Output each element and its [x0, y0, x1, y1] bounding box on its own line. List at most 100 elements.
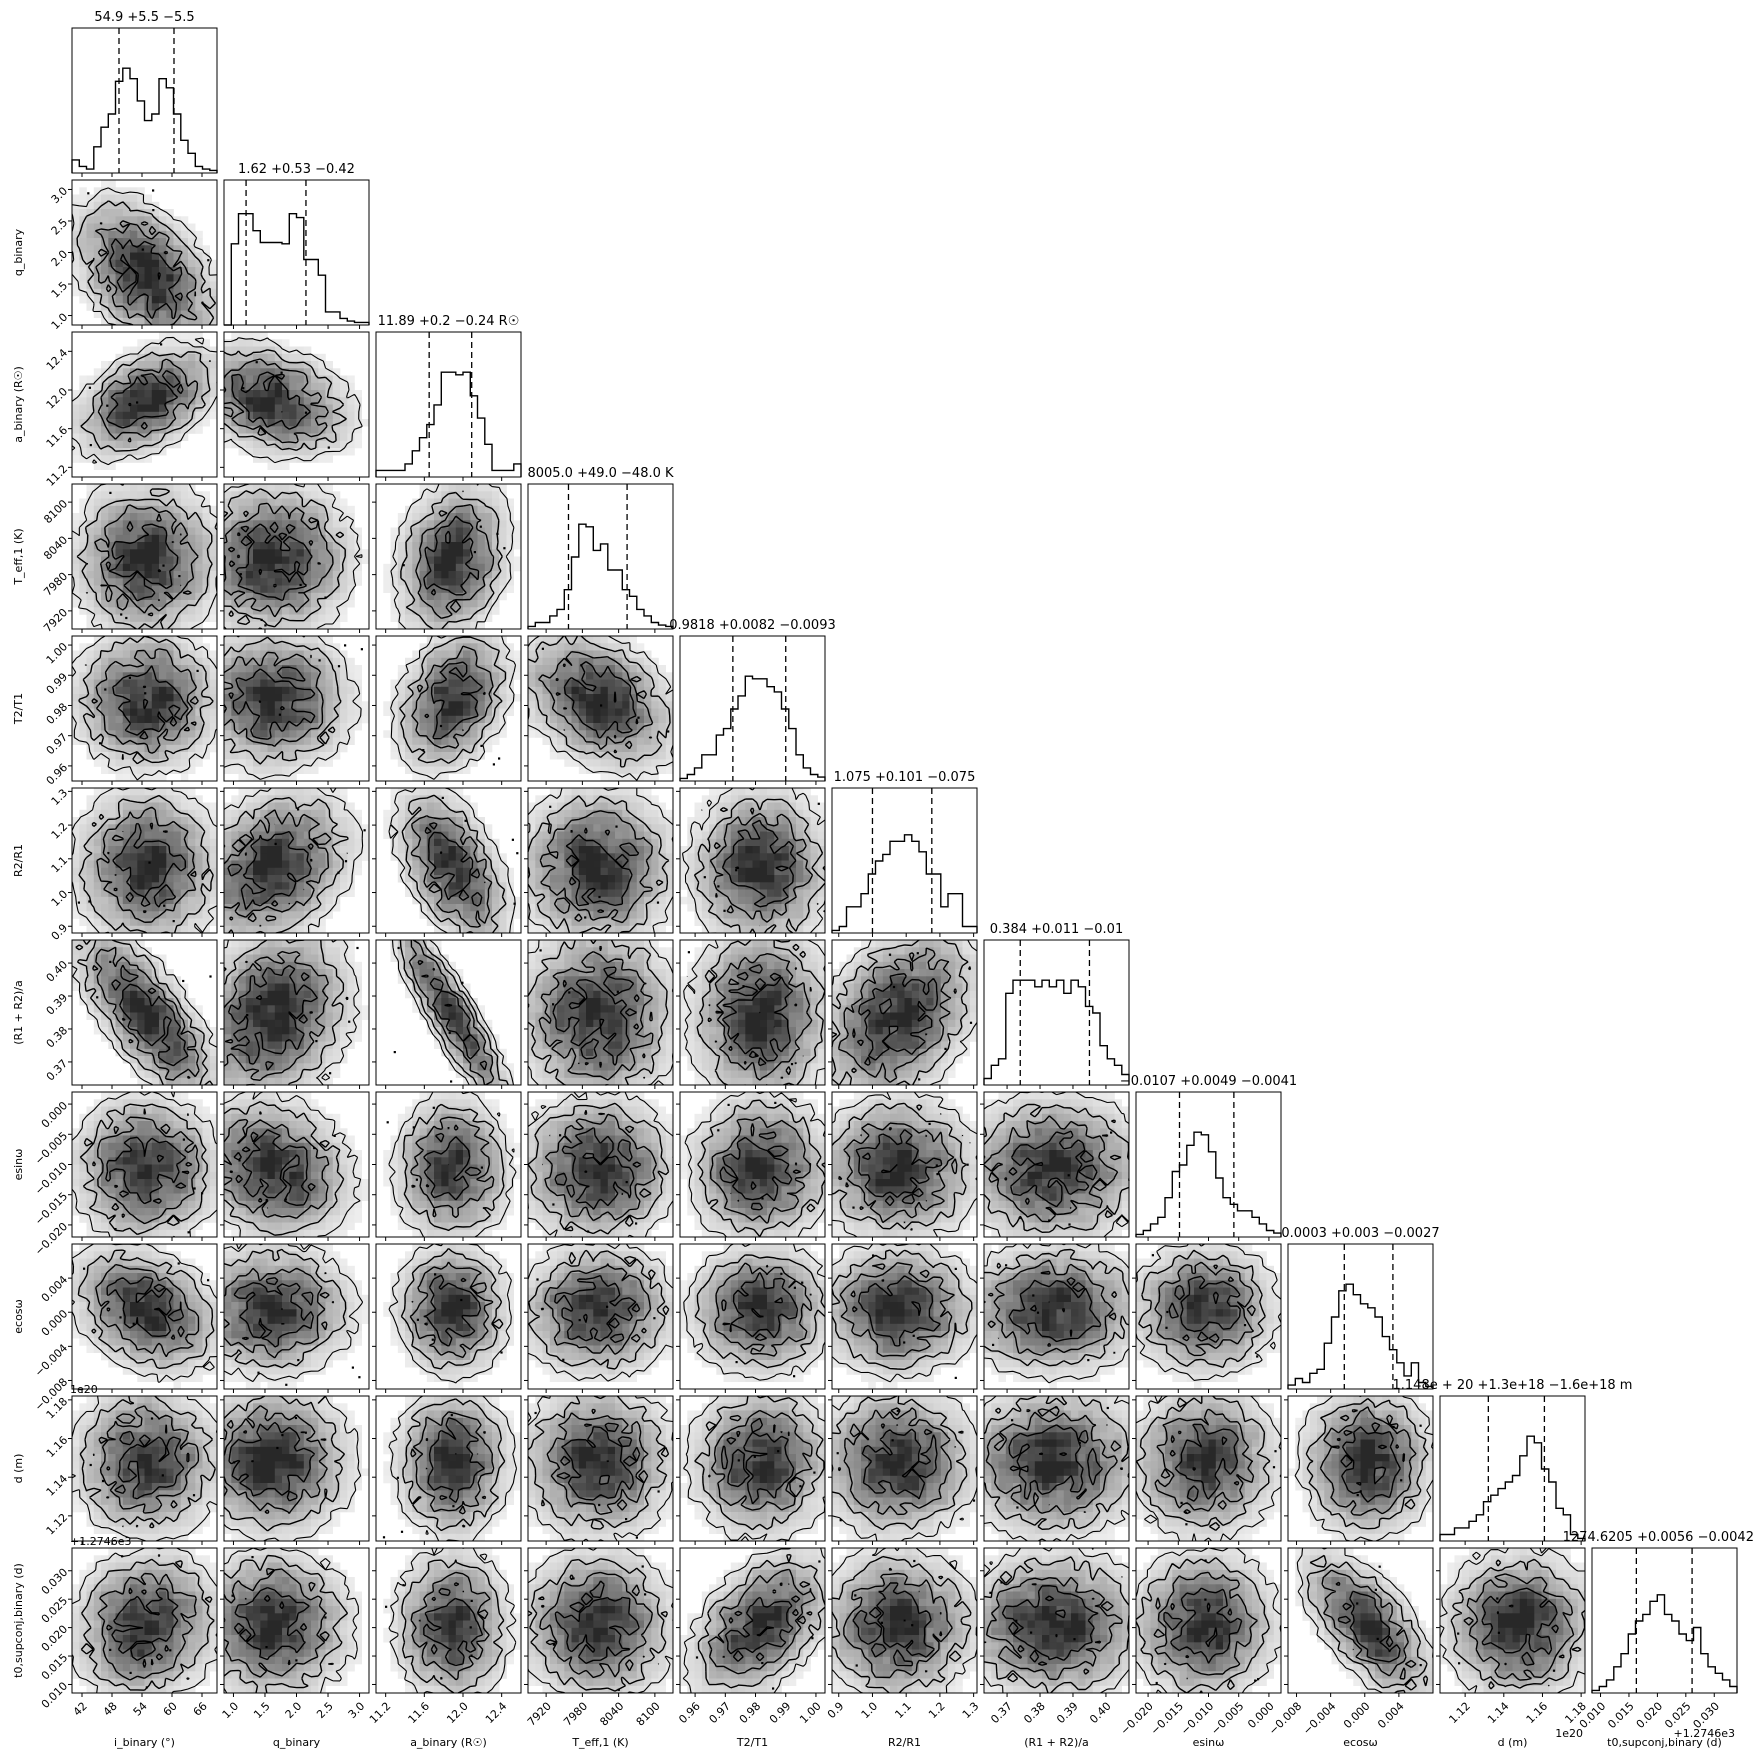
density-cell	[195, 259, 203, 268]
density-cell	[101, 209, 109, 217]
density-cell	[195, 875, 203, 883]
density-cell	[260, 744, 268, 753]
density-cell	[108, 831, 116, 839]
density-cell	[412, 505, 420, 514]
density-cell	[209, 361, 218, 369]
density-cell	[282, 592, 290, 601]
density-cell	[267, 679, 275, 687]
density-cell	[122, 542, 131, 550]
density-cell	[636, 773, 645, 782]
density-cell	[390, 723, 398, 731]
density-cell	[267, 809, 275, 818]
density-cell	[586, 882, 594, 890]
density-cell	[274, 520, 283, 528]
density-cell	[173, 238, 181, 246]
density-cell	[426, 730, 435, 738]
density-cell	[586, 860, 594, 868]
density-cell	[405, 875, 413, 883]
density-cell	[130, 882, 138, 890]
density-cell	[253, 686, 261, 695]
density-cell	[347, 419, 355, 427]
density-cell	[274, 621, 283, 630]
density-cell	[600, 824, 608, 832]
density-cell	[166, 643, 174, 651]
density-cell	[130, 831, 138, 839]
density-cell	[347, 448, 355, 456]
density-cell	[607, 817, 616, 825]
density-cell	[419, 592, 427, 601]
density-cell	[578, 889, 587, 897]
density-cell	[130, 752, 138, 760]
density-cell	[144, 585, 152, 593]
density-cell	[412, 665, 420, 673]
density-cell	[289, 715, 297, 724]
density-cell	[108, 223, 116, 231]
density-cell	[122, 397, 131, 405]
density-cell	[296, 542, 304, 550]
density-cell	[340, 817, 348, 825]
density-cell	[130, 766, 138, 774]
density-cell	[441, 766, 449, 774]
density-cell	[419, 817, 427, 825]
density-cell	[137, 578, 145, 586]
density-cell	[159, 585, 167, 593]
density-cell	[260, 896, 268, 905]
density-cell	[86, 744, 94, 753]
density-cell	[274, 556, 283, 564]
density-cell	[578, 766, 587, 774]
density-cell	[282, 860, 290, 868]
density-cell	[173, 867, 181, 876]
density-cell	[347, 520, 355, 528]
density-cell	[101, 896, 109, 905]
density-cell	[535, 672, 543, 680]
density-cell	[224, 657, 232, 666]
density-cell	[86, 817, 94, 825]
density-cell	[180, 701, 189, 709]
density-cell	[629, 715, 637, 724]
density-cell	[166, 679, 174, 687]
density-cell	[137, 368, 145, 376]
density-cell	[397, 838, 406, 847]
density-cell	[180, 361, 189, 369]
density-cell	[586, 744, 594, 753]
density-cell	[658, 766, 666, 774]
density-cell	[86, 889, 94, 897]
density-cell	[586, 802, 594, 810]
density-cell	[282, 411, 290, 420]
density-cell	[173, 752, 181, 760]
density-cell	[260, 332, 268, 340]
density-cell	[144, 788, 152, 796]
density-cell	[166, 216, 174, 224]
density-cell	[188, 520, 196, 528]
density-cell	[593, 846, 601, 854]
density-cell	[137, 889, 145, 897]
density-cell	[477, 607, 485, 615]
density-cell	[296, 867, 304, 876]
density-cell	[426, 911, 435, 919]
contour-level-1	[527, 635, 671, 768]
density-cell	[231, 520, 239, 528]
density-cell	[477, 585, 485, 593]
density-cell	[600, 679, 608, 687]
density-cell	[137, 759, 145, 767]
density-cell	[455, 498, 464, 506]
density-cell	[397, 759, 406, 767]
density-cell	[600, 860, 608, 868]
density-cell	[528, 896, 536, 905]
density-cell	[108, 621, 116, 630]
density-cell	[282, 455, 290, 463]
density-cell	[455, 737, 464, 745]
density-cell	[448, 600, 456, 608]
density-cell	[499, 505, 507, 514]
density-cell	[173, 571, 181, 579]
density-cell	[636, 860, 645, 868]
density-cell	[636, 875, 645, 883]
density-cell	[195, 296, 203, 304]
density-cell	[137, 382, 145, 391]
density-cell	[542, 853, 550, 861]
density-cell	[108, 708, 116, 716]
density-cell	[166, 686, 174, 695]
density-cell	[492, 513, 500, 521]
density-cell	[195, 802, 203, 810]
density-cell	[122, 650, 131, 658]
